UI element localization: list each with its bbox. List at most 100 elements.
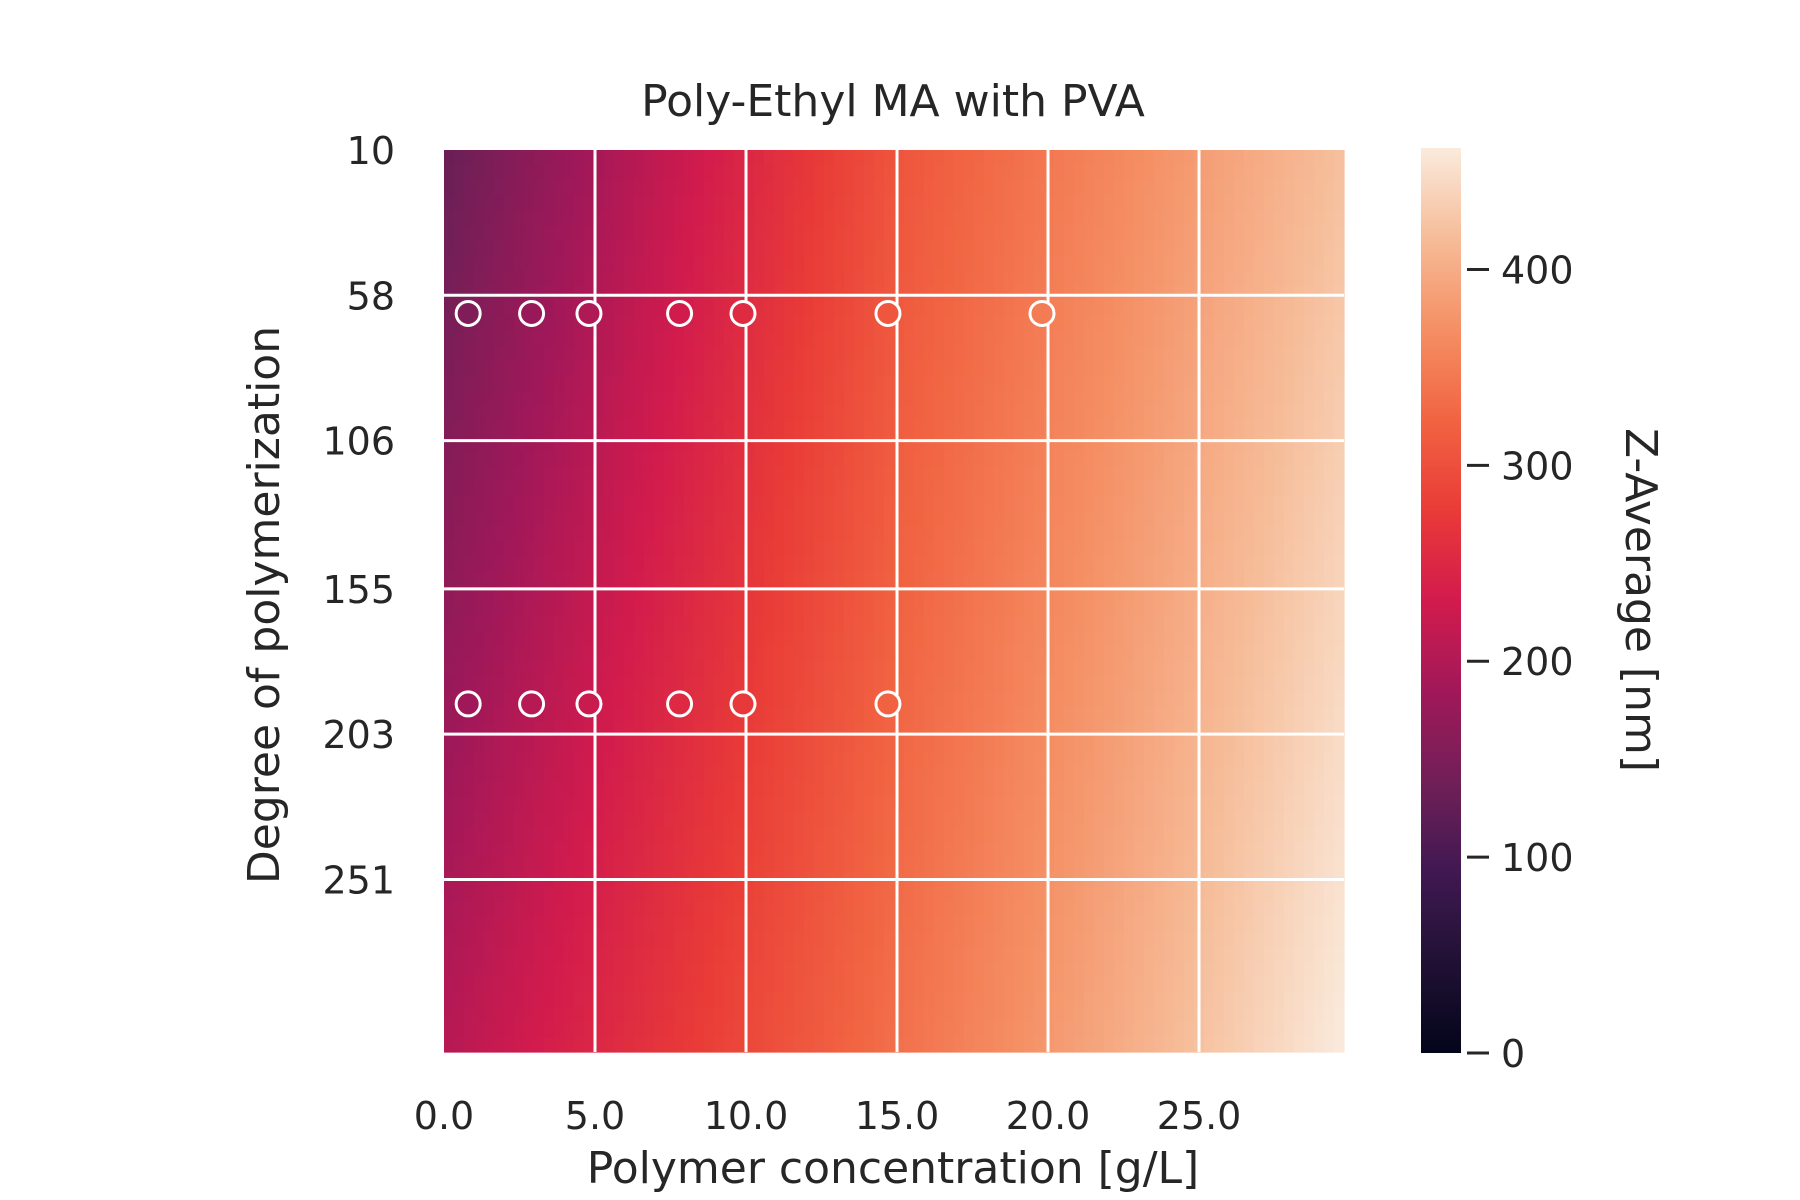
heatmap-cell bbox=[704, 961, 715, 978]
heatmap-cell bbox=[864, 345, 875, 362]
heatmap-cell bbox=[874, 435, 885, 452]
heatmap-cell bbox=[714, 916, 725, 933]
heatmap-cell bbox=[794, 781, 805, 798]
heatmap-cell bbox=[1034, 631, 1045, 647]
heatmap-cell bbox=[1264, 345, 1275, 362]
heatmap-cell bbox=[1334, 706, 1345, 722]
heatmap-cell bbox=[444, 450, 455, 467]
heatmap-cell bbox=[954, 796, 965, 813]
heatmap-cell bbox=[1214, 616, 1225, 632]
heatmap-cell bbox=[464, 811, 475, 828]
heatmap-cell bbox=[804, 601, 815, 617]
heatmap-cell bbox=[714, 420, 725, 437]
heatmap-cell bbox=[884, 631, 895, 647]
heatmap-cell bbox=[664, 555, 675, 572]
heatmap-cell bbox=[874, 480, 885, 497]
heatmap-cell bbox=[984, 405, 995, 422]
heatmap-cell bbox=[814, 976, 825, 993]
heatmap-cell bbox=[724, 676, 735, 692]
heatmap-cell bbox=[504, 525, 515, 542]
heatmap-cell bbox=[1174, 826, 1185, 843]
heatmap-cell bbox=[1254, 676, 1265, 692]
heatmap-cell bbox=[984, 495, 995, 512]
heatmap-cell bbox=[754, 375, 765, 392]
heatmap-cell bbox=[1054, 585, 1065, 602]
heatmap-cell bbox=[924, 616, 935, 632]
heatmap-cell bbox=[634, 886, 645, 903]
heatmap-cell bbox=[644, 480, 655, 497]
heatmap-cell bbox=[954, 811, 965, 828]
heatmap-cell bbox=[564, 210, 575, 226]
heatmap-cell bbox=[984, 285, 995, 301]
heatmap-cell bbox=[884, 751, 895, 767]
heatmap-cell bbox=[734, 721, 745, 737]
heatmap-cell bbox=[1084, 901, 1095, 918]
heatmap-cell bbox=[814, 315, 825, 331]
heatmap-cell bbox=[1234, 285, 1245, 301]
heatmap-cell bbox=[604, 480, 615, 497]
heatmap-cell bbox=[954, 345, 965, 362]
heatmap-cell bbox=[854, 315, 865, 331]
heatmap-cell bbox=[834, 450, 845, 467]
heatmap-cell bbox=[444, 616, 455, 632]
heatmap-cell bbox=[574, 646, 585, 662]
heatmap-cell bbox=[1114, 495, 1125, 512]
heatmap-cell bbox=[1104, 570, 1115, 587]
heatmap-cell bbox=[1244, 706, 1255, 722]
heatmap-cell bbox=[774, 165, 785, 181]
heatmap-cell bbox=[624, 826, 635, 843]
heatmap-cell bbox=[1174, 706, 1185, 722]
heatmap-cell bbox=[494, 646, 505, 662]
heatmap-cell bbox=[1274, 916, 1285, 933]
heatmap-cell bbox=[984, 255, 995, 271]
heatmap-cell bbox=[934, 961, 945, 978]
heatmap-cell bbox=[504, 405, 515, 422]
heatmap-cell bbox=[1124, 180, 1135, 196]
heatmap-cell bbox=[944, 510, 955, 527]
heatmap-cell bbox=[774, 631, 785, 647]
heatmap-cell bbox=[1234, 826, 1245, 843]
heatmap-cell bbox=[1204, 555, 1215, 572]
heatmap-cell bbox=[724, 165, 735, 181]
heatmap-cell bbox=[554, 931, 565, 948]
heatmap-cell bbox=[964, 510, 975, 527]
heatmap-cell bbox=[744, 360, 755, 377]
heatmap-cell bbox=[884, 285, 895, 301]
heatmap-cell bbox=[974, 390, 985, 407]
heatmap-cell bbox=[954, 961, 965, 978]
heatmap-cell bbox=[1254, 781, 1265, 798]
heatmap-cell bbox=[544, 721, 555, 737]
heatmap-cell bbox=[1324, 901, 1335, 918]
heatmap-cell bbox=[724, 330, 735, 347]
heatmap-cell bbox=[504, 721, 515, 737]
heatmap-cell bbox=[1114, 886, 1125, 903]
heatmap-cell bbox=[864, 210, 875, 226]
heatmap-cell bbox=[994, 796, 1005, 813]
heatmap-cell bbox=[554, 480, 565, 497]
heatmap-cell bbox=[1054, 360, 1065, 377]
heatmap-cell bbox=[1234, 375, 1245, 392]
heatmap-cell bbox=[464, 961, 475, 978]
heatmap-cell bbox=[1014, 796, 1025, 813]
heatmap-cell bbox=[1294, 585, 1305, 602]
heatmap-cell bbox=[994, 480, 1005, 497]
heatmap-cell bbox=[914, 961, 925, 978]
heatmap-cell bbox=[1104, 480, 1115, 497]
heatmap-cell bbox=[1204, 420, 1215, 437]
heatmap-cell bbox=[864, 270, 875, 286]
heatmap-cell bbox=[1154, 360, 1165, 377]
heatmap-cell bbox=[784, 766, 795, 782]
heatmap-cell bbox=[464, 420, 475, 437]
heatmap-cell bbox=[1154, 570, 1165, 587]
heatmap-cell bbox=[604, 360, 615, 377]
heatmap-cell bbox=[1084, 706, 1095, 722]
heatmap-cell bbox=[464, 435, 475, 452]
heatmap-cell bbox=[464, 180, 475, 196]
heatmap-cell bbox=[884, 931, 895, 948]
heatmap-cell bbox=[444, 435, 455, 452]
heatmap-cell bbox=[1074, 510, 1085, 527]
heatmap-cell bbox=[1334, 946, 1345, 963]
heatmap-cell bbox=[834, 721, 845, 737]
heatmap-cell bbox=[444, 495, 455, 512]
heatmap-cell bbox=[634, 585, 645, 602]
